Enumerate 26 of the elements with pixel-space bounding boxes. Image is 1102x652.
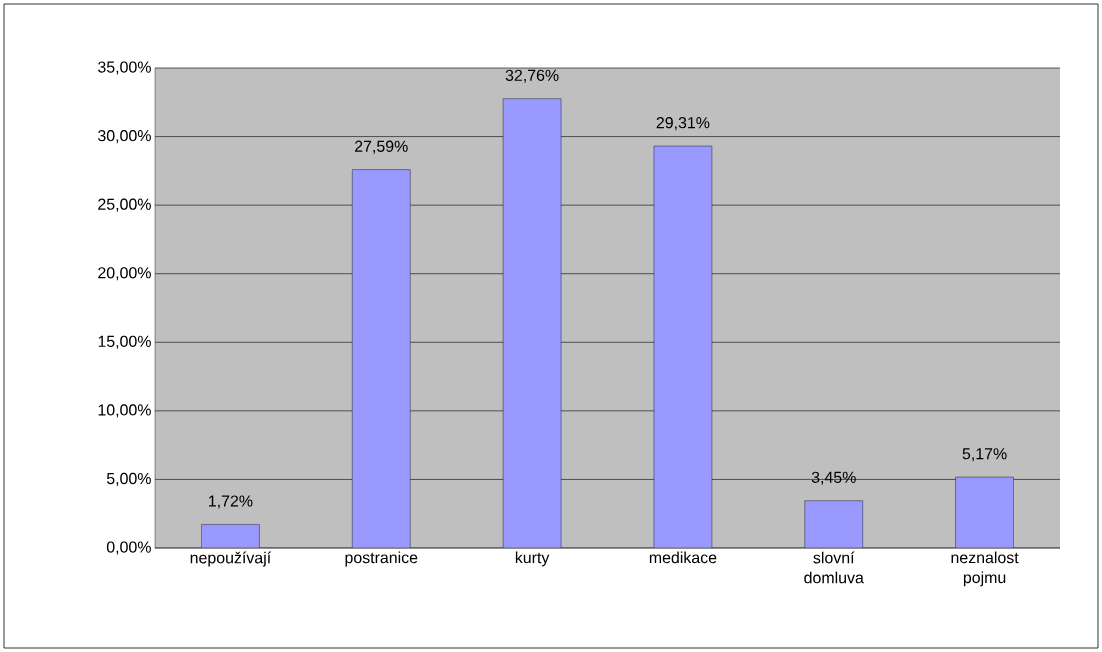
y-tick-label: 25,00%	[98, 198, 151, 212]
x-tick-label: kurty	[515, 551, 550, 567]
x-tick-label: slovní domluva	[804, 551, 864, 584]
x-tick-label: medikace	[649, 551, 717, 564]
x-tick-label: neznalost pojmu	[951, 551, 1019, 587]
bar	[653, 145, 713, 548]
data-label: 32,76%	[505, 69, 559, 83]
bar	[955, 476, 1014, 548]
y-tick-label: 35,00%	[98, 61, 151, 75]
y-tick-label: 30,00%	[98, 129, 151, 144]
data-label: 1,72%	[209, 495, 253, 509]
x-tick-label: postranice	[345, 551, 418, 567]
y-tick-label: 0,00%	[106, 541, 151, 555]
y-tick-label: 20,00%	[98, 267, 151, 281]
x-tick-label: nepoužívají	[190, 551, 272, 567]
data-label: 5,17%	[962, 448, 1007, 462]
data-label: 27,59%	[355, 140, 408, 154]
y-tick-label: 5,00%	[106, 472, 151, 486]
y-tick-label: 10,00%	[98, 404, 151, 418]
y-tick-label: 15,00%	[98, 335, 151, 349]
bar	[804, 500, 863, 548]
bar	[502, 98, 562, 548]
data-label: 29,31%	[656, 117, 710, 131]
data-label: 3,45%	[811, 471, 856, 485]
bar	[352, 169, 411, 548]
bar	[201, 524, 260, 548]
